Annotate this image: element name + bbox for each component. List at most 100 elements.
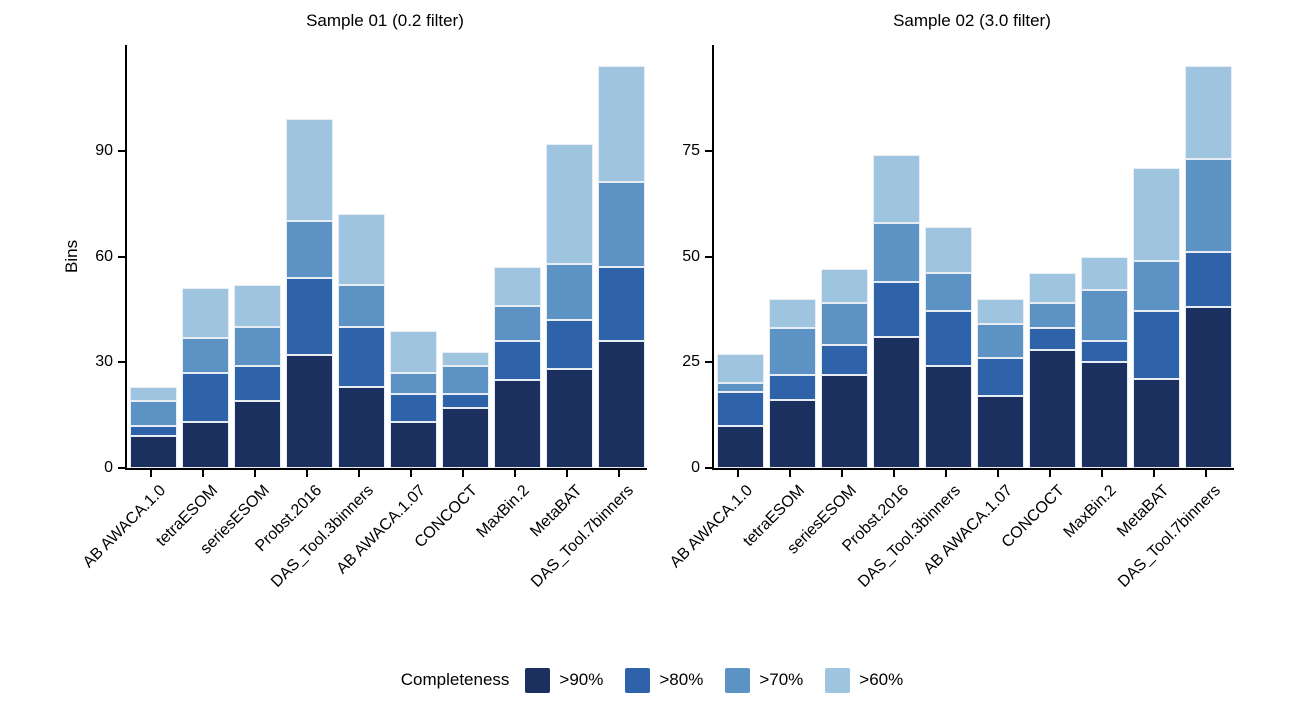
legend-title: Completeness xyxy=(400,670,510,689)
x-axis-tick-mark xyxy=(462,470,464,477)
bar-segment xyxy=(285,355,333,468)
bar-segment xyxy=(389,393,437,423)
bar-segment xyxy=(337,214,385,285)
bar-segment xyxy=(1080,362,1128,468)
bar-segment xyxy=(1184,66,1232,160)
bar-segment xyxy=(872,154,920,223)
legend-label: >60% xyxy=(859,670,904,689)
legend-item: >90% xyxy=(525,667,603,693)
bar-segment xyxy=(181,422,229,468)
bar-segment xyxy=(768,328,816,375)
bar-segment xyxy=(1080,256,1128,291)
y-axis-tick-mark xyxy=(705,149,712,152)
legend-label: >80% xyxy=(659,670,704,689)
x-axis-label: AB AWACA.1.0 xyxy=(666,482,757,572)
bar-segment xyxy=(1080,290,1128,342)
x-axis-label: DAS_Tool.7binners xyxy=(528,482,638,591)
bar-segment xyxy=(924,226,972,274)
bar-segment xyxy=(924,311,972,367)
bar-segment xyxy=(924,273,972,312)
bar-segment xyxy=(389,422,437,468)
bar-segment xyxy=(976,358,1024,397)
bar-segment xyxy=(129,425,177,437)
bar-segment xyxy=(976,324,1024,358)
x-axis-tick-mark xyxy=(1049,470,1051,477)
bar-segment xyxy=(820,374,868,468)
bar-segment xyxy=(872,336,920,468)
bar-segment xyxy=(597,66,645,183)
x-axis-tick-mark xyxy=(789,470,791,477)
bar-segment xyxy=(716,383,764,392)
legend-item: >70% xyxy=(725,667,803,693)
x-axis-tick-mark xyxy=(737,470,739,477)
bar-segment xyxy=(1028,303,1076,329)
y-axis-tick-label: 0 xyxy=(104,459,113,476)
bar-segment xyxy=(1184,252,1232,308)
x-axis-tick-mark xyxy=(1205,470,1207,477)
legend-swatch xyxy=(825,667,851,693)
legend-item: >60% xyxy=(825,667,904,693)
chart-title-right: Sample 02 (3.0 filter) xyxy=(893,11,1051,30)
x-axis-label: AB AWACA.1.07 xyxy=(333,482,430,578)
bar-segment xyxy=(493,379,541,468)
bar-segment xyxy=(1184,159,1232,253)
bar-segment xyxy=(129,401,177,426)
bar-segment xyxy=(1080,341,1128,363)
bar-segment xyxy=(1028,273,1076,304)
bar-segment xyxy=(337,327,385,387)
bar-segment xyxy=(337,386,385,468)
bar-segment xyxy=(285,277,333,356)
x-axis-tick-mark xyxy=(945,470,947,477)
bar-segment xyxy=(389,330,437,373)
x-axis-tick-mark xyxy=(514,470,516,477)
bar-segment xyxy=(872,222,920,282)
legend-item: >80% xyxy=(625,667,704,693)
bar-segment xyxy=(1132,311,1180,380)
chart-panel-sample-01: Sample 01 (0.2 filter) Bins 0 30 60 90 AB AW… xyxy=(60,0,652,718)
bar-segment xyxy=(716,391,764,426)
bar-segment xyxy=(545,369,593,468)
bar-segment xyxy=(597,267,645,342)
bar-segment xyxy=(545,143,593,264)
bar-segment xyxy=(1132,260,1180,312)
bar-segment xyxy=(976,298,1024,325)
bar-segment xyxy=(1028,328,1076,350)
x-axis-label: MaxBin.2 xyxy=(1060,482,1121,542)
bar-segment xyxy=(441,365,489,394)
bar-segment xyxy=(129,386,177,402)
legend-swatch xyxy=(625,667,651,693)
x-axis-tick-mark xyxy=(997,470,999,477)
x-axis-tick-mark xyxy=(1101,470,1103,477)
legend-items: >90% >80% >70% >60% xyxy=(525,667,904,693)
bar-segment xyxy=(233,401,281,468)
bar-segment xyxy=(545,319,593,370)
y-axis-tick-mark xyxy=(118,255,125,258)
y-axis-tick-mark xyxy=(705,361,712,364)
x-axis-tick-mark xyxy=(254,470,256,477)
x-axis-label: AB AWACA.1.0 xyxy=(79,482,170,572)
bar-segment xyxy=(389,372,437,394)
y-axis-tick-mark xyxy=(118,149,125,152)
bar-segment xyxy=(768,400,816,468)
bar-segment xyxy=(181,372,229,423)
bar-segment xyxy=(129,436,177,468)
y-axis-tick-label: 90 xyxy=(95,141,113,159)
bar-segment xyxy=(1028,349,1076,468)
y-axis-tick-mark xyxy=(118,467,125,469)
x-axis-tick-mark xyxy=(566,470,568,477)
bar-segment xyxy=(493,305,541,342)
x-axis-label: MaxBin.2 xyxy=(473,482,534,542)
bar-segment xyxy=(441,408,489,468)
bar-segment xyxy=(285,221,333,278)
y-axis-tick-mark xyxy=(118,361,125,364)
bar-segment xyxy=(233,327,281,366)
bar-segment xyxy=(545,263,593,320)
x-axis-label: DAS_Tool.7binners xyxy=(1115,482,1225,591)
plot-area-left xyxy=(125,45,647,470)
y-axis-tick-label: 30 xyxy=(95,353,113,371)
y-axis-tick-mark xyxy=(705,255,712,258)
x-axis-tick-mark xyxy=(358,470,360,477)
bar-segment xyxy=(181,288,229,338)
y-axis-tick-label: 50 xyxy=(682,247,700,265)
